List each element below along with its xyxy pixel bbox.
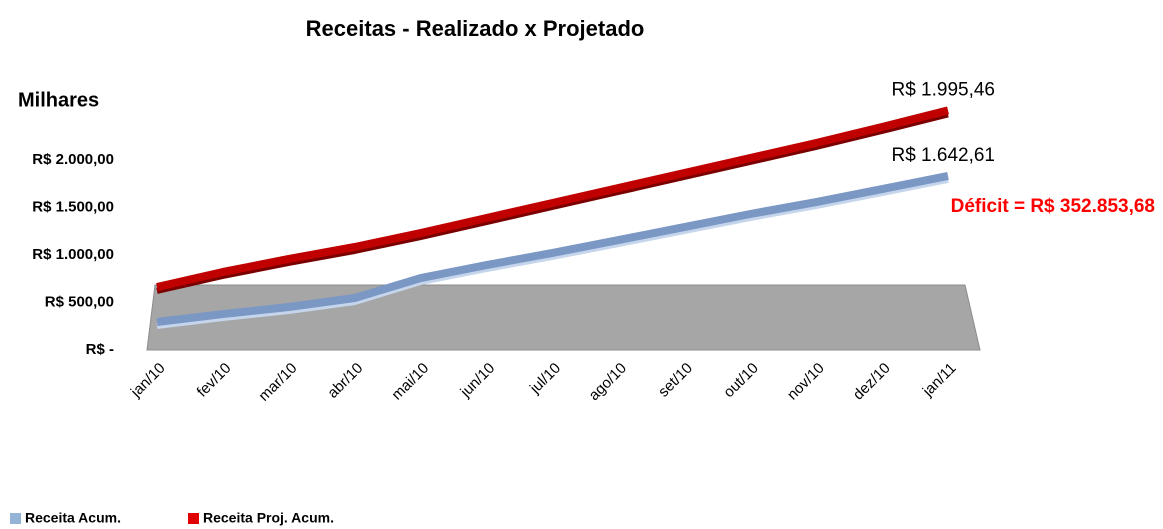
x-tick-label: set/10 xyxy=(655,360,696,401)
x-tick-label: mai/10 xyxy=(388,360,432,404)
y-axis-title: Milhares xyxy=(18,89,99,111)
y-tick-label: R$ 1.000,00 xyxy=(32,246,114,263)
legend-label: Receita Acum. xyxy=(25,510,121,526)
x-tick-label: jan/10 xyxy=(127,360,169,402)
y-tick-label: R$ 1.500,00 xyxy=(32,198,114,215)
x-tick-label: nov/10 xyxy=(784,360,828,404)
y-tick-label: R$ 2.000,00 xyxy=(32,151,114,168)
series-line xyxy=(156,106,949,291)
x-tick-label: jul/10 xyxy=(526,360,564,398)
series-line xyxy=(156,172,949,326)
x-tick-label: jun/10 xyxy=(457,360,499,402)
chart-title: Receitas - Realizado x Projetado xyxy=(306,16,645,41)
x-tick-label: fev/10 xyxy=(194,360,235,401)
x-tick-label: jan/11 xyxy=(919,360,960,401)
x-tick-label: ago/10 xyxy=(586,360,630,404)
annotation: Déficit = R$ 352.853,68 xyxy=(951,196,1155,217)
legend-label: Receita Proj. Acum. xyxy=(203,510,334,526)
x-tick-label: dez/10 xyxy=(850,360,894,404)
legend-swatch xyxy=(188,513,199,524)
data-label: R$ 1.642,61 xyxy=(891,145,995,166)
x-tick-label: mar/10 xyxy=(255,360,300,405)
x-tick-label: abr/10 xyxy=(324,360,366,402)
legend-swatch xyxy=(10,513,21,524)
chart-floor xyxy=(146,284,981,351)
x-tick-label: out/10 xyxy=(720,360,762,402)
data-label: R$ 1.995,46 xyxy=(891,79,995,100)
y-tick-label: R$ - xyxy=(86,341,114,358)
y-tick-label: R$ 500,00 xyxy=(45,293,114,310)
